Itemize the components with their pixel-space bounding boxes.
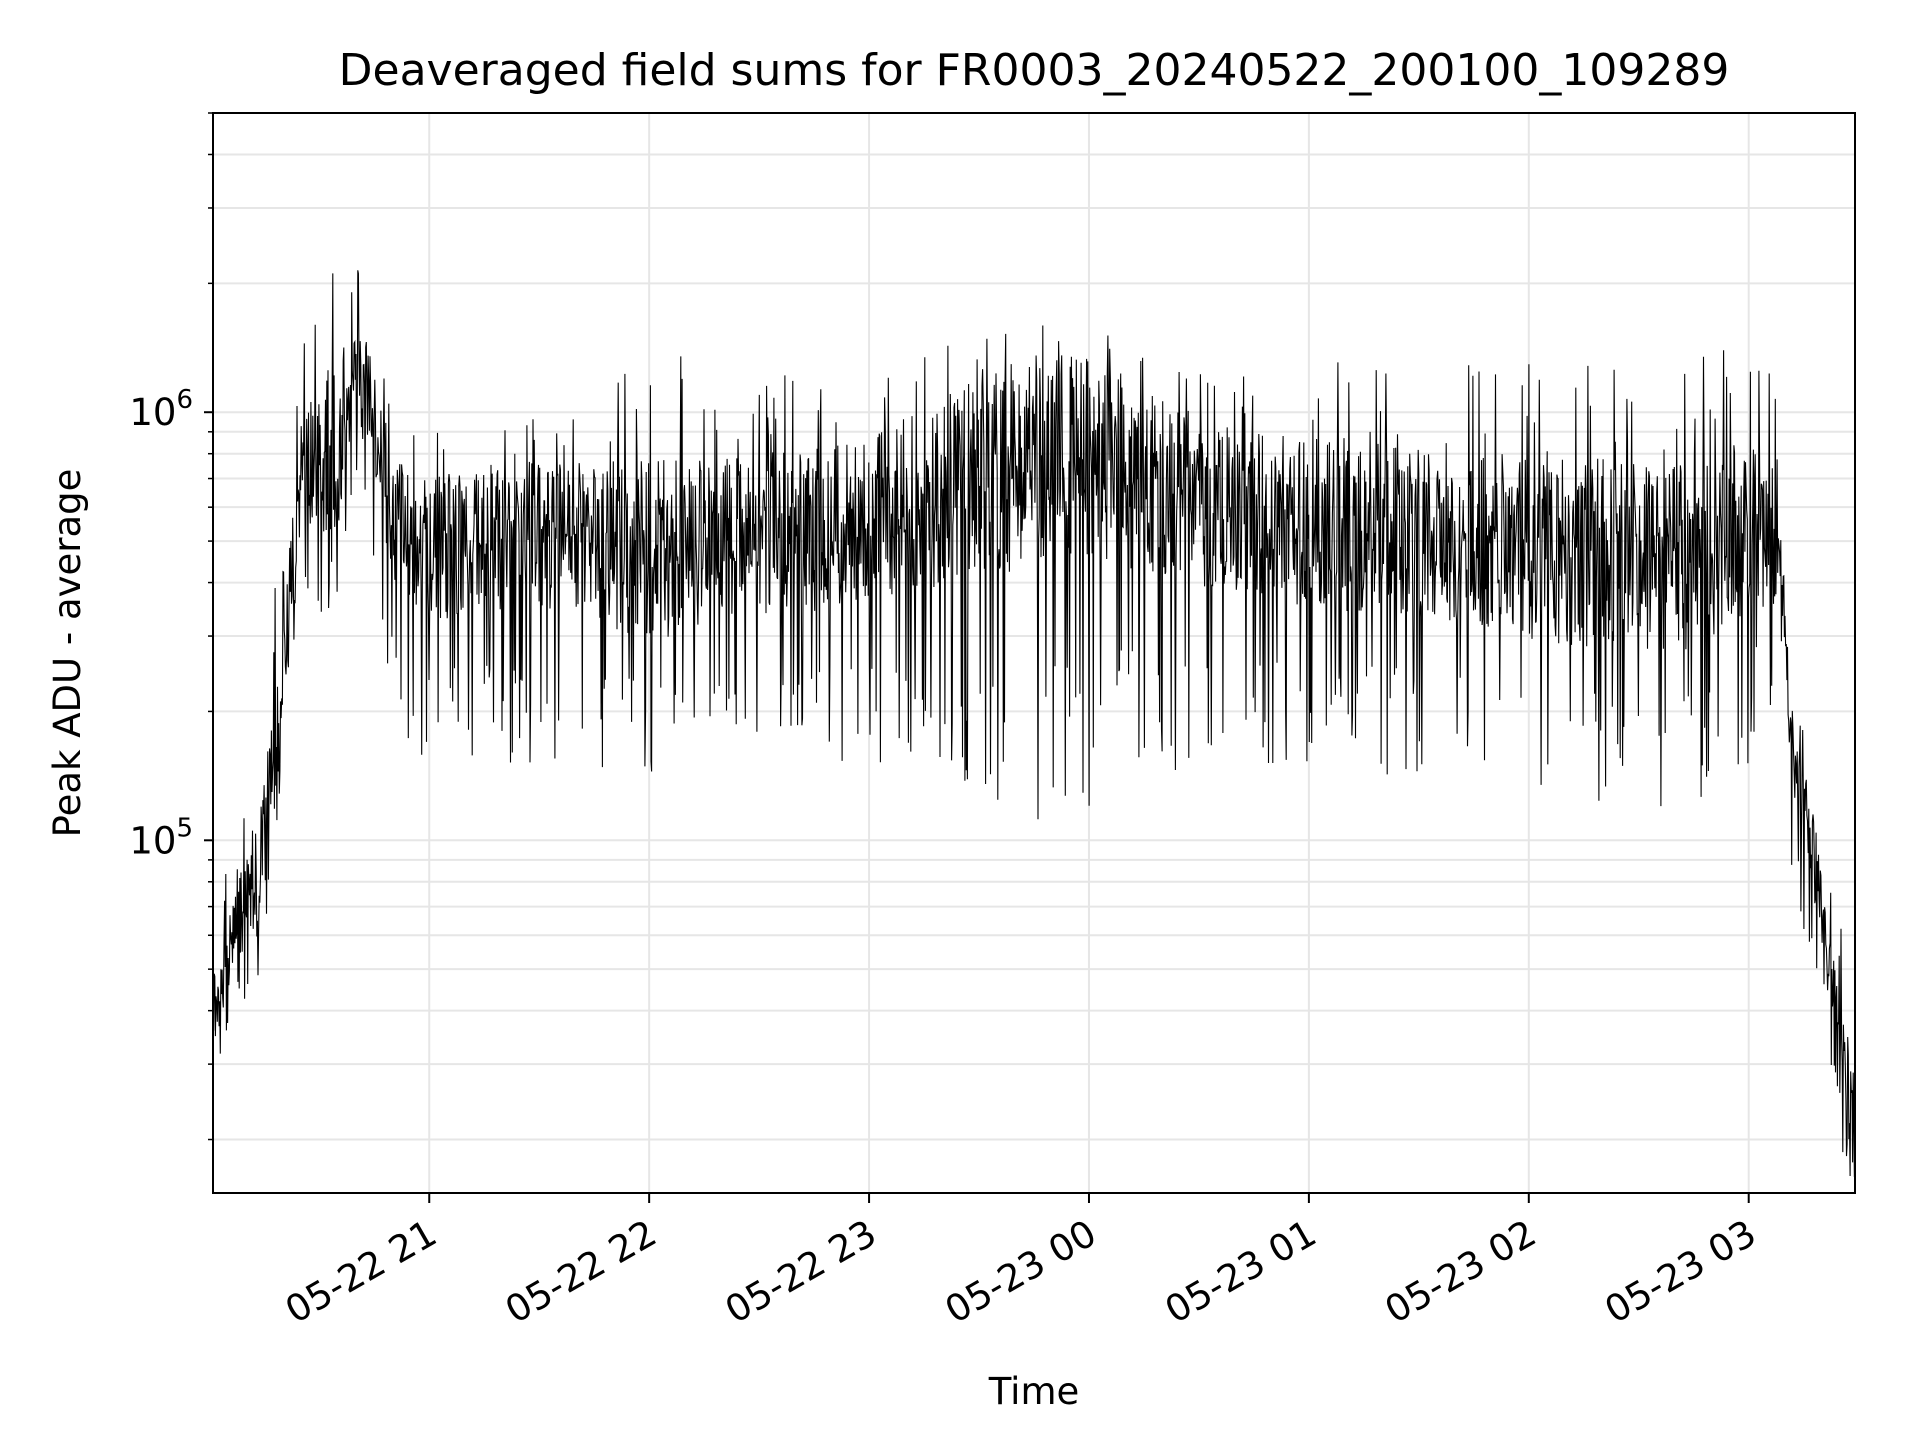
x-axis-label: Time — [988, 1370, 1080, 1413]
grid-layer — [213, 112, 1855, 1193]
y-tick-exponent: 6 — [176, 385, 193, 415]
y-tick-base: 10 — [129, 819, 176, 862]
x-tick-label: 05-22 21 — [278, 1212, 444, 1332]
y-tick-label: 105 — [129, 813, 193, 862]
data-series-line — [212, 270, 1856, 1177]
x-tick-label: 05-22 22 — [498, 1212, 664, 1332]
data-layer — [212, 270, 1856, 1177]
y-axis-label: Peak ADU - average — [46, 469, 89, 838]
x-tick-label: 05-23 01 — [1158, 1212, 1324, 1332]
x-tick-label: 05-22 23 — [718, 1212, 884, 1332]
y-tick-base: 10 — [129, 391, 176, 434]
plot-frame — [212, 112, 1856, 1194]
x-tick-label: 05-23 00 — [938, 1212, 1104, 1332]
chart-title: Deaveraged field sums for FR0003_2024052… — [339, 45, 1730, 96]
x-tick-label: 05-23 02 — [1378, 1212, 1544, 1332]
x-tick-label: 05-23 03 — [1598, 1212, 1764, 1332]
y-tick-exponent: 5 — [176, 813, 193, 843]
y-tick-label: 106 — [129, 385, 193, 434]
